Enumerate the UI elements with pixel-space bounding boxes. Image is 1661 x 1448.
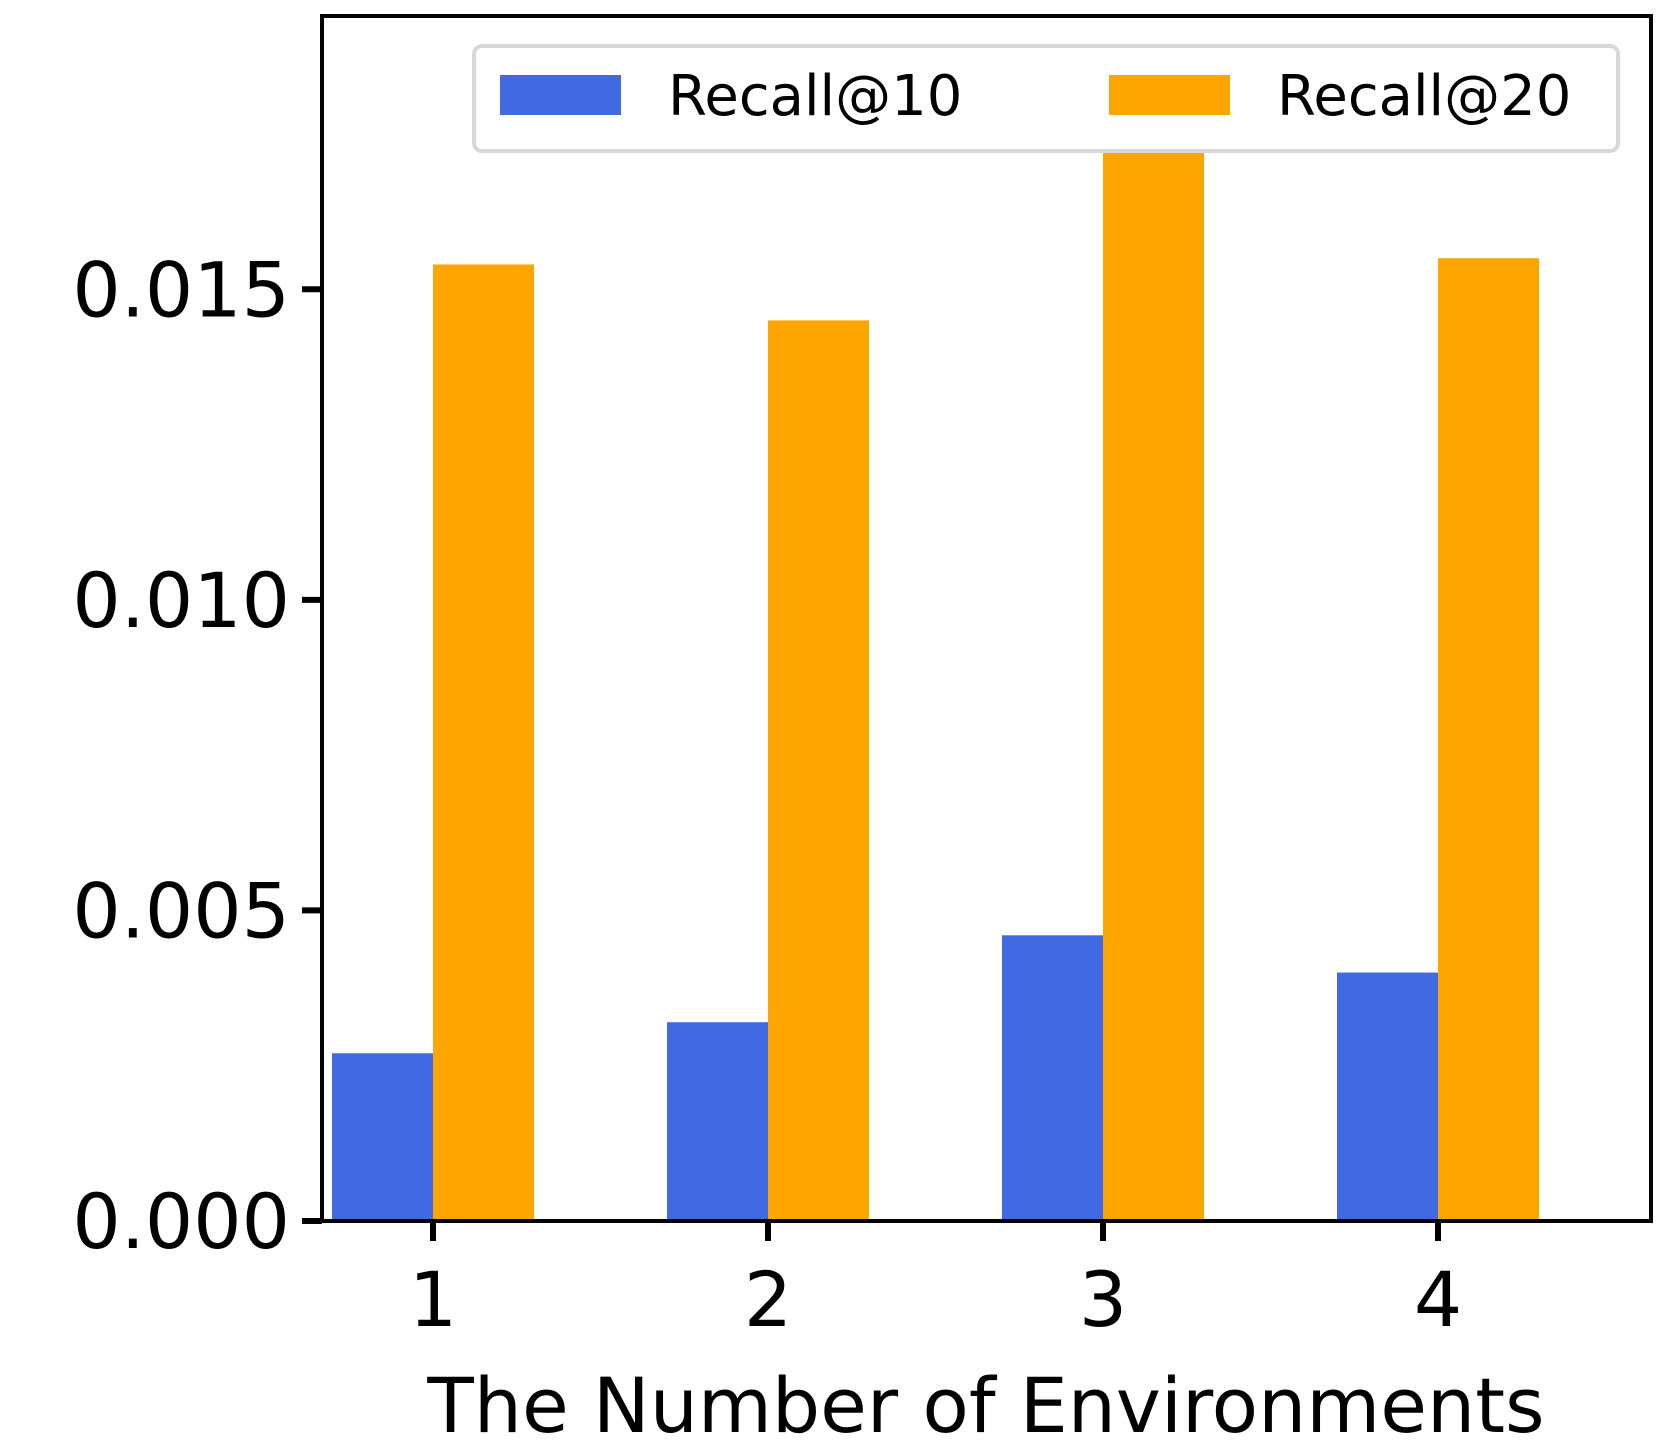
y-tick-label: 0.010 xyxy=(72,556,290,645)
bar-recall-10-cat-4 xyxy=(1337,972,1438,1221)
bar-recall-20-cat-1 xyxy=(433,264,534,1221)
legend-label: Recall@20 xyxy=(1277,64,1571,129)
legend-label: Recall@10 xyxy=(668,64,962,129)
bar-recall-20-cat-4 xyxy=(1438,258,1539,1221)
x-tick-label: 1 xyxy=(409,1255,457,1344)
bar-recall-10-cat-2 xyxy=(667,1022,768,1221)
bar-recall-20-cat-3 xyxy=(1103,134,1204,1221)
x-tick-label: 2 xyxy=(744,1255,792,1344)
legend-swatch xyxy=(1109,75,1230,115)
x-tick-label: 3 xyxy=(1079,1255,1127,1344)
plot-frame xyxy=(320,14,1653,1223)
x-axis: 1 2 3 4 xyxy=(409,1221,1462,1344)
bars-group xyxy=(332,134,1539,1221)
y-tick-label: 0.015 xyxy=(72,245,290,334)
bar-recall-10-cat-1 xyxy=(332,1053,433,1221)
legend-swatch xyxy=(500,75,621,115)
x-tick-label: 4 xyxy=(1414,1255,1462,1344)
y-tick-label: 0.005 xyxy=(72,866,290,955)
y-axis: 0.000 0.005 0.010 0.015 xyxy=(72,245,322,1266)
bar-recall-20-cat-2 xyxy=(768,320,869,1221)
legend-box xyxy=(472,44,1620,153)
y-tick-label: 0.000 xyxy=(72,1177,290,1266)
bar-recall-10-cat-3 xyxy=(1002,935,1103,1221)
x-axis-label: The Number of Environments xyxy=(426,1361,1544,1448)
legend: Recall@10 Recall@20 xyxy=(472,44,1620,153)
